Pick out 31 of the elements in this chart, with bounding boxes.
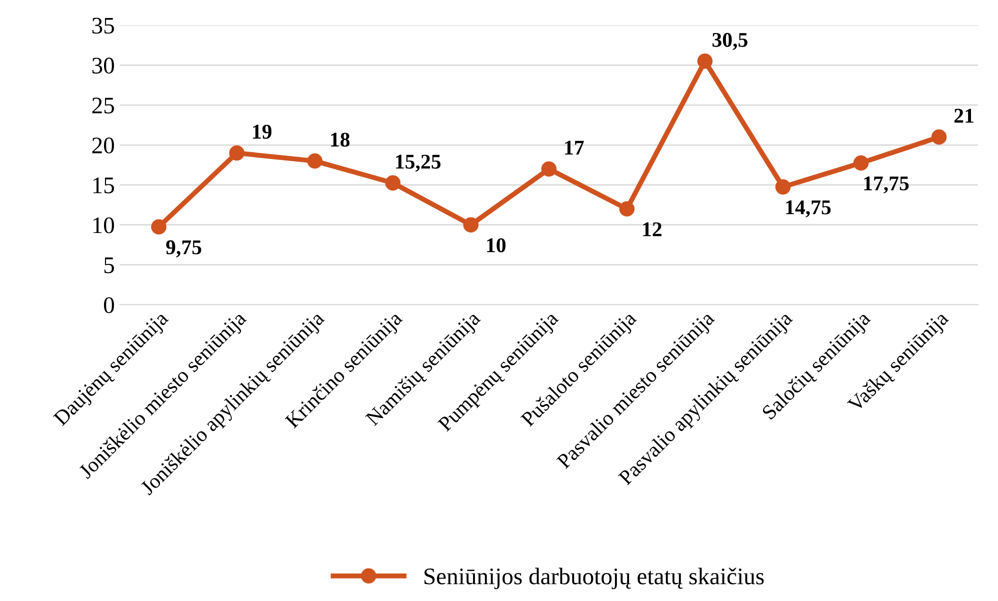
y-tick-label: 25 bbox=[92, 98, 114, 114]
data-label: 9,75 bbox=[166, 240, 202, 258]
point bbox=[541, 161, 557, 177]
y-tick-label: 10 bbox=[93, 217, 114, 234]
data-label: 12 bbox=[643, 222, 662, 236]
point bbox=[775, 179, 791, 195]
legend-label: Seniūnijos darbuotojų etatų skaičius bbox=[424, 568, 764, 590]
y-tick-label: 15 bbox=[93, 178, 114, 194]
point bbox=[853, 155, 869, 171]
point bbox=[151, 219, 166, 234]
point bbox=[931, 129, 947, 145]
point bbox=[697, 54, 713, 69]
data-label: 18 bbox=[331, 132, 350, 147]
data-label: 10 bbox=[487, 238, 506, 252]
data-label: 15,25 bbox=[396, 154, 441, 172]
y-tick-label: 5 bbox=[104, 258, 114, 274]
data-label: 14,75 bbox=[786, 200, 831, 218]
point bbox=[619, 201, 635, 217]
data-label: 17 bbox=[565, 140, 584, 155]
data-label: 17,75 bbox=[864, 176, 909, 194]
data-label: 19 bbox=[253, 124, 272, 139]
y-tick-label: 0 bbox=[104, 297, 114, 314]
y-tick-label: 20 bbox=[92, 138, 114, 154]
point bbox=[385, 175, 400, 191]
y-tick-label: 35 bbox=[92, 18, 114, 34]
y-tick-label: 30 bbox=[92, 58, 114, 74]
point bbox=[229, 145, 244, 161]
data-label: 30,5 bbox=[712, 32, 748, 50]
data-label: 21 bbox=[954, 108, 974, 123]
point bbox=[463, 217, 479, 232]
point bbox=[307, 153, 322, 169]
